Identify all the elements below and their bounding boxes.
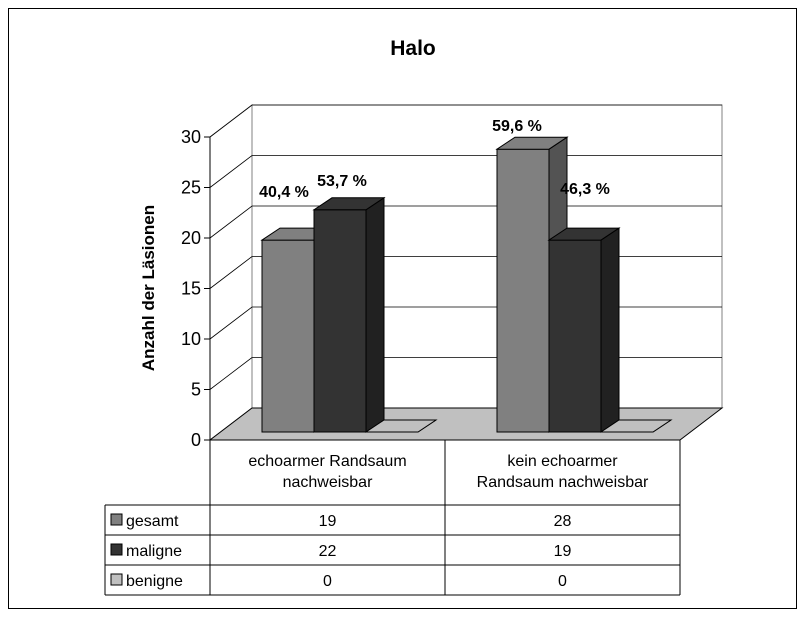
bar-side-shade [601,228,619,432]
bar-top [547,227,621,241]
y-tick-label: 10 [181,329,201,349]
table-value: 22 [319,543,337,560]
table-value: 0 [323,573,332,590]
legend-swatch [110,543,123,556]
y-tick-label: 0 [191,430,201,450]
grid-line [209,104,722,138]
y-tick-label: 20 [181,228,201,248]
table-value: 19 [319,513,337,530]
legend-label: gesamt [126,513,179,530]
bar-annotation: 40,4 % [259,184,309,201]
y-tick-label: 25 [181,178,201,198]
category-label: echoarmer Randsaum nachweisbar [248,453,407,491]
bar-top [495,136,569,150]
table-value: 0 [558,573,567,590]
y-tick-label: 15 [181,279,201,299]
bar-front [496,148,550,433]
category-label: kein echoarmer Randsaum nachweisbar [476,453,649,491]
bar-side-shade [366,197,384,432]
chart-title: Halo [390,37,436,60]
legend-label: benigne [126,573,183,590]
legend-swatch [110,513,123,526]
y-tick-label: 30 [181,127,201,147]
legend-swatch [110,573,123,586]
y-tick-label: 5 [191,380,201,400]
y-axis-title: Anzahl der Läsionen [139,205,158,371]
bar-top [599,419,673,433]
bar-front [313,209,367,433]
table-value: 28 [554,513,572,530]
bar-annotation: 46,3 % [560,181,610,198]
bar-front [548,239,602,433]
bar-front [261,239,315,433]
bar-annotation: 53,7 % [317,173,367,190]
bar-annotation: 59,6 % [492,118,542,135]
table-value: 19 [554,543,572,560]
legend-label: maligne [126,543,182,560]
bar-top [312,197,386,211]
bar-top [364,419,438,433]
